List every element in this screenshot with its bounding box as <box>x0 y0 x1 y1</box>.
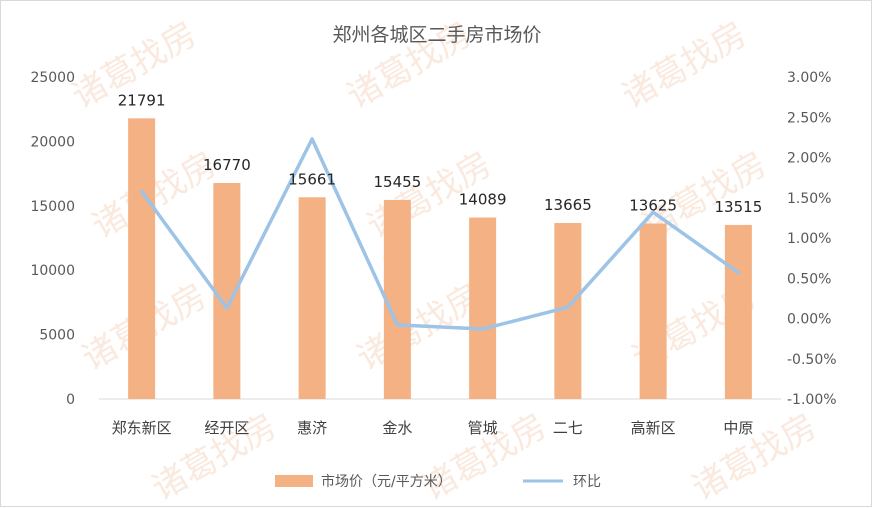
bar-value-label-0: 21791 <box>118 91 166 109</box>
y-left-tick-label: 25000 <box>30 70 75 86</box>
y-right-tick-label: 0.50% <box>787 271 831 287</box>
bar-value-label-5: 13665 <box>544 196 592 214</box>
x-category-label-2: 惠济 <box>297 419 327 437</box>
bar-6 <box>639 223 667 399</box>
watermark-text-11: 诸葛找房 <box>686 406 824 508</box>
legend-label-line: 环比 <box>573 474 601 490</box>
bar-value-label-3: 15455 <box>374 173 422 191</box>
y-left-tick-label: 0 <box>66 392 75 408</box>
y-axis-right: -1.00% -0.50% 0.00% 0.50% 1.00% 1.50% 2.00% 2.5… <box>787 70 837 408</box>
chart-title: 郑州各城区二手房市场价 <box>332 24 541 46</box>
legend-swatch-bar <box>275 475 313 487</box>
x-category-label-0: 郑东新区 <box>112 419 172 437</box>
y-right-tick-label: -0.50% <box>787 352 837 368</box>
x-category-label-3: 金水 <box>382 419 412 437</box>
y-right-tick-label: 2.00% <box>787 151 831 167</box>
data-labels: 21791 16770 15661 15455 14089 13665 13625 13515 <box>118 91 762 216</box>
y-right-tick-label: 3.00% <box>787 70 831 86</box>
legend-label-bar: 市场价（元/平方米） <box>321 473 452 490</box>
y-right-tick-label: 0.00% <box>787 312 831 328</box>
x-category-label-7: 中原 <box>723 419 753 437</box>
x-category-label-6: 高新区 <box>631 419 676 437</box>
legend: 市场价（元/平方米） 环比 <box>275 473 601 490</box>
bar-value-label-4: 14089 <box>459 191 507 209</box>
bar-series <box>128 118 752 400</box>
y-left-tick-label: 15000 <box>30 199 75 215</box>
y-right-tick-label: -1.00% <box>787 392 837 408</box>
bar-2 <box>298 197 326 399</box>
line-series <box>139 137 741 331</box>
bar-3 <box>383 199 411 399</box>
x-category-label-5: 二七 <box>553 419 583 437</box>
bar-7 <box>724 224 752 399</box>
y-left-tick-label: 20000 <box>30 134 75 150</box>
x-category-label-4: 管城 <box>468 419 498 437</box>
y-left-tick-label: 5000 <box>39 328 75 344</box>
x-category-label-1: 经开区 <box>204 419 249 437</box>
y-right-tick-label: 1.00% <box>787 231 831 247</box>
x-axis-categories: 郑东新区 经开区 惠济 金水 管城 二七 高新区 中原 <box>112 419 754 437</box>
y-axis-left: 0 5000 10000 15000 20000 25000 <box>30 70 75 408</box>
y-right-tick-label: 1.50% <box>787 191 831 207</box>
watermark-text-2: 诸葛找房 <box>616 14 754 117</box>
line-huanbi <box>139 137 741 331</box>
bar-0 <box>128 118 156 400</box>
y-left-tick-label: 10000 <box>30 263 75 279</box>
bar-4 <box>469 217 497 399</box>
bar-value-label-1: 16770 <box>203 156 251 174</box>
bar-value-label-7: 13515 <box>715 198 763 216</box>
y-right-tick-label: 2.50% <box>787 110 831 126</box>
bar-value-label-2: 15661 <box>288 170 336 188</box>
bar-value-label-6: 13625 <box>629 197 677 215</box>
